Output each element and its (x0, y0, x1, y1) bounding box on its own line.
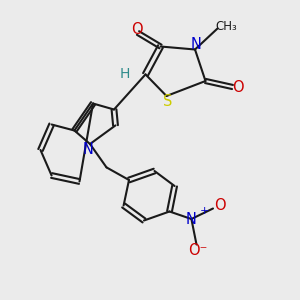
Text: H: H (119, 67, 130, 80)
Text: O: O (131, 22, 142, 37)
Text: O: O (232, 80, 244, 94)
Text: CH₃: CH₃ (216, 20, 237, 33)
Text: O⁻: O⁻ (188, 243, 208, 258)
Text: +: + (200, 206, 210, 216)
Text: O: O (214, 198, 225, 213)
Text: N: N (191, 37, 202, 52)
Text: N: N (186, 212, 197, 226)
Text: S: S (163, 94, 173, 109)
Text: N: N (83, 142, 94, 157)
